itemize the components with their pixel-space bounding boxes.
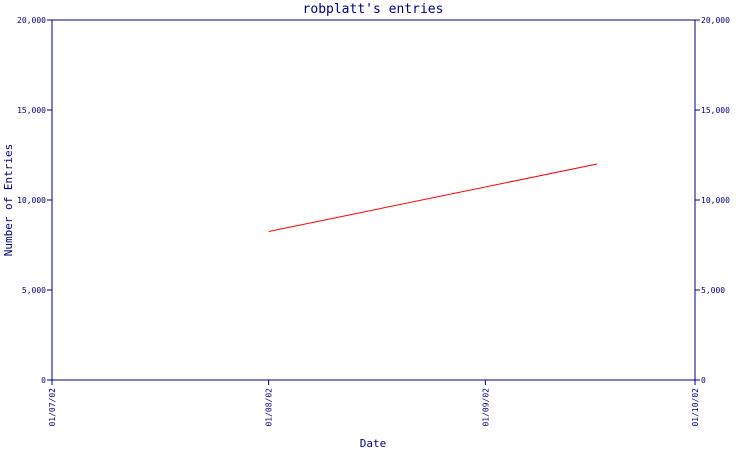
y-tick-label-right: 20,000	[701, 16, 730, 25]
plot-frame	[51, 19, 696, 381]
y-axis-right: 0 5,000 10,000 15,000 20,000	[695, 16, 730, 385]
y-tick-label-left: 15,000	[17, 106, 46, 115]
y-tick-label-left: 20,000	[17, 16, 46, 25]
x-tick-label: 01/08/02	[265, 388, 274, 427]
chart-title: robplatt's entries	[303, 2, 444, 17]
y-tick-label-right: 0	[701, 376, 706, 385]
series-line	[268, 163, 598, 232]
y-tick-label-left: 5,000	[22, 286, 46, 295]
y-tick-label-left: 10,000	[17, 196, 46, 205]
y-axis-label: Number of Entries	[2, 144, 15, 257]
x-tick-label: 01/07/02	[48, 388, 57, 427]
y-tick-label-left: 0	[41, 376, 46, 385]
y-tick-label-right: 10,000	[701, 196, 730, 205]
x-axis: 01/07/02 01/08/02 01/09/02 01/10/02	[48, 380, 700, 427]
x-axis-label: Date	[360, 437, 387, 450]
series-layer	[268, 163, 598, 232]
y-tick-label-right: 5,000	[701, 286, 725, 295]
y-tick-label-right: 15,000	[701, 106, 730, 115]
x-tick-label: 01/09/02	[481, 388, 490, 427]
y-axis-left: 0 5,000 10,000 15,000 20,000	[17, 16, 52, 385]
x-tick-label: 01/10/02	[691, 388, 700, 427]
